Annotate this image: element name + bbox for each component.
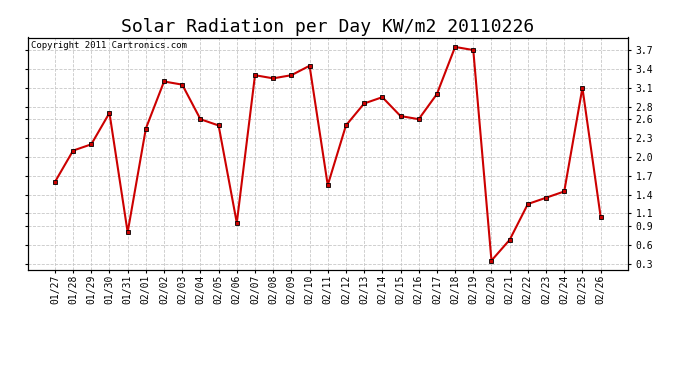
Title: Solar Radiation per Day KW/m2 20110226: Solar Radiation per Day KW/m2 20110226 (121, 18, 534, 36)
Text: Copyright 2011 Cartronics.com: Copyright 2011 Cartronics.com (30, 41, 186, 50)
